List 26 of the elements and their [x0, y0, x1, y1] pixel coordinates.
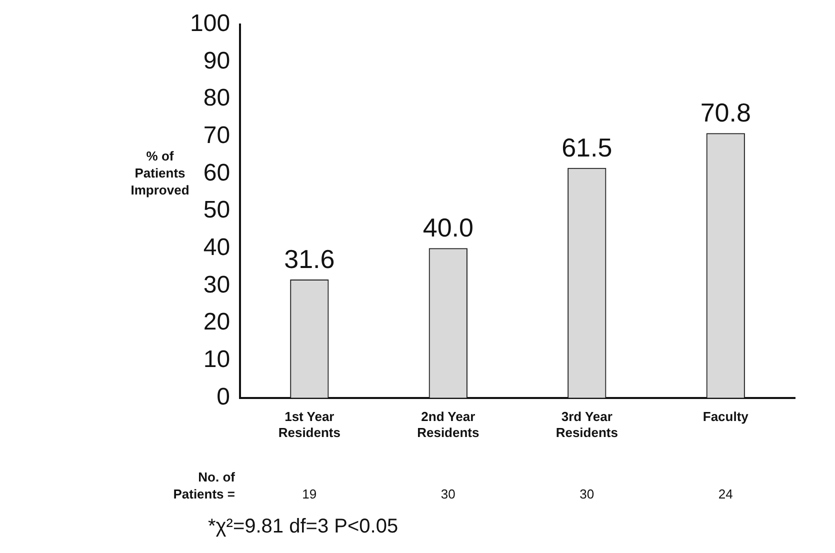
text: 24: [718, 486, 733, 502]
data-label: 70.8: [700, 98, 751, 128]
y-tick-label: 50: [203, 196, 230, 224]
x-tick-label: Faculty: [702, 409, 750, 424]
data-label: 31.6: [284, 244, 335, 274]
x-tick-label: 2nd Year Residents: [417, 409, 480, 440]
y-tick-label: 40: [203, 234, 230, 262]
y-tick-label: 30: [203, 271, 230, 298]
y-tick-label: 0: [216, 383, 230, 410]
text: No. of Patients =: [173, 470, 236, 502]
x-tick-label: 3rd Year Residents: [556, 409, 618, 440]
y-tick-label: 90: [203, 47, 230, 74]
y-tick-label: 10: [203, 346, 230, 374]
x-tick-label: 1st Year Residents: [278, 409, 340, 440]
y-tick-label: 60: [203, 159, 230, 186]
y-tick-label: 80: [203, 84, 230, 112]
y-tick-label: 20: [203, 308, 230, 336]
y-tick-label: 100: [190, 10, 230, 38]
data-label: 40.0: [422, 212, 474, 243]
y-axis-title: % of Patients Improved: [130, 148, 190, 198]
y-tick-label: 70: [203, 122, 230, 150]
text: *χ²=9.81 df=3 P<0.05: [208, 516, 398, 538]
text: 30: [580, 486, 594, 502]
text: 19: [302, 486, 317, 502]
data-label: 61.5: [562, 132, 612, 162]
text: 30: [440, 486, 456, 502]
